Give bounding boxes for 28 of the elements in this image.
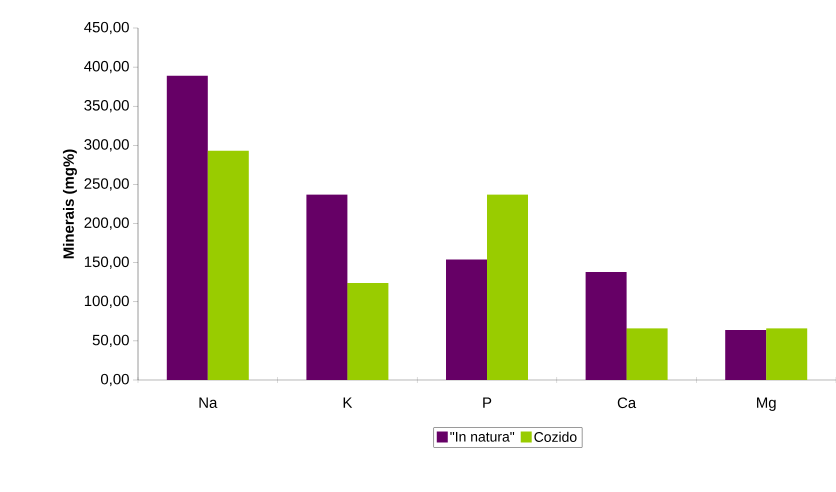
x-tick-label: K xyxy=(344,398,352,408)
y-tick-label: 50,00 xyxy=(92,334,129,348)
bar xyxy=(306,194,348,380)
legend-label: "In natura" xyxy=(450,432,514,442)
y-tick-label: 200,00 xyxy=(84,217,129,230)
y-tick-label: 300,00 xyxy=(84,139,129,152)
bar xyxy=(626,328,668,380)
bar xyxy=(487,194,528,380)
x-tick-label: P xyxy=(483,398,492,408)
x-tick-label: Ca xyxy=(618,398,636,408)
bar xyxy=(347,283,388,380)
bar xyxy=(766,328,808,380)
bar xyxy=(725,330,766,380)
y-tick-label: 100,00 xyxy=(84,296,129,308)
y-axis-title: Minerais (mg%) xyxy=(62,150,77,258)
legend-label: Cozido xyxy=(534,432,577,442)
y-tick-label: 350,00 xyxy=(84,100,129,112)
y-tick-label: 400,00 xyxy=(84,60,129,74)
y-tick-label: 450,00 xyxy=(84,22,129,34)
y-tick-label: 150,00 xyxy=(84,256,129,269)
bar xyxy=(446,260,488,380)
bar xyxy=(208,150,249,380)
x-tick-label: Na xyxy=(199,398,218,408)
bar xyxy=(586,272,627,380)
y-tick-label: 0,00 xyxy=(100,374,129,386)
x-tick-label: Mg xyxy=(757,398,776,411)
y-tick-label: 250,00 xyxy=(84,178,129,191)
bar xyxy=(166,76,208,380)
